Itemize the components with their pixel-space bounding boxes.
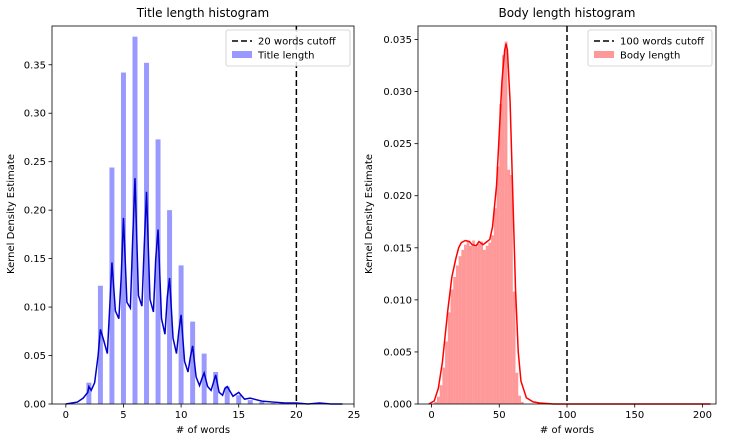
- title-length-legend: 20 words cutoff Title length: [225, 29, 351, 67]
- title-length-y-tick-label: 0.15: [24, 254, 46, 265]
- body-length-legend-hist-swatch: [594, 51, 614, 58]
- body-length-histogram-bar: [501, 55, 505, 404]
- title-length-histogram-bar: [132, 36, 138, 404]
- body-length-histogram-bar: [469, 245, 473, 404]
- body-length-histogram-bar: [450, 289, 454, 404]
- title-length-histogram-bar: [97, 285, 103, 404]
- body-length-histogram-bar: [480, 241, 484, 404]
- title-length-x-tick-label: 20: [290, 410, 303, 421]
- body-length-histogram-bar: [491, 235, 494, 404]
- body-length-histogram-bar: [510, 174, 513, 404]
- body-length-legend: 100 words cutoff Body length: [587, 29, 713, 67]
- title-length-histogram-bar: [178, 265, 184, 404]
- body-length-histogram-bar: [493, 208, 497, 404]
- title-length-histogram-bar: [224, 386, 230, 404]
- body-length-histogram-bar: [466, 241, 470, 404]
- body-length-histogram-bar: [455, 265, 459, 404]
- body-length-histogram-bar: [499, 104, 502, 404]
- body-length-x-tick-label: 0: [428, 410, 434, 421]
- body-length-histogram-bar: [439, 385, 443, 404]
- title-length-panel: Title length histogram # of words Kernel…: [6, 6, 360, 436]
- title-length-y-tick-label: 0.30: [24, 109, 46, 120]
- body-length-legend-hist-label: Body length: [620, 51, 680, 62]
- title-length-y-tick-label: 0.10: [24, 303, 46, 314]
- title-length-histogram-bar: [259, 402, 265, 404]
- body-length-y-tick-label: 0.015: [383, 243, 412, 254]
- body-length-y-tick-label: 0.025: [383, 139, 412, 150]
- title-length-histogram-bar: [86, 382, 92, 404]
- body-length-histogram-bar: [485, 245, 489, 404]
- body-length-x-tick-label: 100: [557, 410, 576, 421]
- title-length-y-tick-label: 0.05: [24, 351, 46, 362]
- body-length-y-tick-label: 0.010: [383, 295, 412, 306]
- body-length-y-axis-label: Kernel Density Estimate: [364, 154, 375, 274]
- body-length-y-tick-label: 0.020: [383, 191, 412, 202]
- body-length-histogram-bar: [458, 256, 462, 404]
- body-length-y-tick-label: 0.000: [383, 400, 412, 411]
- body-length-histogram-bar: [507, 169, 511, 404]
- title-length-histogram-bar: [109, 167, 115, 404]
- body-length-y-tick-label: 0.035: [383, 35, 412, 46]
- title-length-x-tick-label: 15: [232, 410, 245, 421]
- title-length-histogram-bar: [201, 353, 207, 404]
- body-length-histogram-bar: [447, 312, 451, 404]
- title-length-histogram-bar: [155, 139, 161, 404]
- body-length-y-tick-label: 0.005: [383, 347, 412, 358]
- body-length-histogram-bar: [518, 395, 521, 404]
- title-length-legend-cutoff-label: 20 words cutoff: [258, 37, 337, 48]
- body-length-histogram-bar: [496, 166, 500, 404]
- body-length-histogram-bar: [488, 242, 492, 404]
- title-length-x-axis-label: # of words: [176, 425, 230, 436]
- title-length-chart-title: Title length histogram: [136, 6, 269, 20]
- title-length-legend-hist-label: Title length: [257, 51, 314, 62]
- title-length-y-tick-label: 0.25: [24, 157, 46, 168]
- title-length-legend-hist-swatch: [232, 51, 252, 58]
- body-length-histogram-bar: [464, 244, 467, 404]
- title-length-histogram-bar: [236, 395, 242, 404]
- title-length-histogram-bar: [120, 72, 126, 405]
- title-length-histogram-bar: [190, 321, 196, 404]
- body-length-x-tick-label: 150: [625, 410, 644, 421]
- body-length-histogram-bar: [461, 249, 465, 404]
- title-length-histogram-bar: [167, 210, 173, 404]
- body-length-histogram-bar: [472, 240, 475, 404]
- title-length-y-axis-label: Kernel Density Estimate: [6, 154, 17, 274]
- body-length-chart-title: Body length histogram: [498, 6, 635, 20]
- title-length-histogram-bar: [247, 400, 253, 404]
- body-length-kde-line: [428, 43, 711, 405]
- title-length-histogram-bar: [213, 372, 219, 404]
- title-length-x-tick-label: 25: [348, 410, 361, 421]
- body-length-panel: Body length histogram # of words Kernel …: [364, 6, 717, 436]
- title-length-x-tick-label: 0: [63, 410, 69, 421]
- body-length-histogram-bar: [504, 41, 508, 405]
- title-length-histogram-bar: [144, 62, 149, 404]
- body-length-x-tick-label: 50: [493, 410, 506, 421]
- body-length-histogram-bar: [512, 291, 516, 404]
- body-length-histogram-bar: [434, 401, 437, 404]
- title-length-y-tick-label: 0.00: [24, 400, 46, 411]
- body-length-x-axis-label: # of words: [540, 425, 594, 436]
- title-length-kde-line: [65, 178, 343, 405]
- body-length-histogram-bar: [442, 367, 446, 404]
- body-length-histogram-bar: [520, 401, 524, 404]
- body-length-legend-box: [587, 29, 713, 67]
- body-length-y-tick-label: 0.030: [383, 87, 412, 98]
- body-length-histogram-bar: [436, 396, 440, 404]
- body-length-histogram-bar: [445, 341, 448, 404]
- body-length-histogram-bar: [515, 372, 519, 404]
- body-length-histogram-bar: [453, 276, 456, 404]
- title-length-y-tick-label: 0.20: [24, 206, 46, 217]
- title-length-legend-box: [225, 29, 351, 67]
- body-length-x-tick-label: 200: [693, 410, 712, 421]
- body-length-histogram-bar: [483, 249, 486, 404]
- title-length-histogram-bar: [270, 403, 276, 404]
- body-length-histogram-bar: [477, 243, 481, 404]
- title-length-x-tick-label: 10: [175, 410, 188, 421]
- body-length-histogram-bar: [474, 246, 478, 404]
- body-length-legend-cutoff-label: 100 words cutoff: [620, 37, 705, 48]
- title-length-axes-frame: [51, 25, 355, 405]
- title-length-y-tick-label: 0.35: [24, 60, 46, 71]
- title-length-x-tick-label: 5: [120, 410, 126, 421]
